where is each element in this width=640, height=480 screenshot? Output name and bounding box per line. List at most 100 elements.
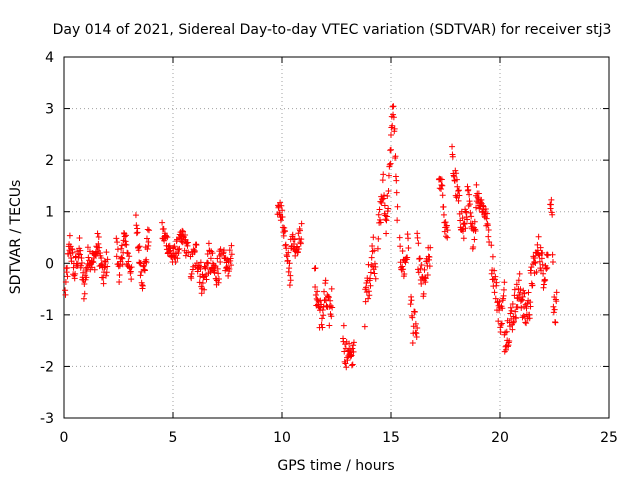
data-point — [136, 243, 143, 250]
data-point — [396, 234, 403, 241]
data-point — [291, 236, 298, 243]
data-point — [286, 282, 293, 289]
data-point — [528, 264, 535, 271]
data-point — [401, 271, 408, 278]
data-point — [103, 269, 110, 276]
x-tick-label: 10 — [273, 430, 291, 446]
data-point — [348, 352, 355, 359]
data-point — [400, 266, 407, 273]
data-point — [66, 232, 73, 239]
data-point — [389, 122, 396, 129]
data-point — [442, 219, 449, 226]
data-point — [384, 193, 391, 200]
data-point — [350, 339, 357, 346]
data-point — [552, 319, 559, 326]
data-point — [539, 249, 546, 256]
data-point — [201, 286, 208, 293]
data-point — [492, 273, 499, 280]
data-point — [380, 171, 387, 178]
data-point — [485, 233, 492, 240]
data-point — [374, 245, 381, 252]
data-point — [144, 245, 151, 252]
data-point — [375, 235, 382, 242]
data-point — [388, 146, 394, 153]
data-point — [294, 249, 301, 256]
data-point — [449, 143, 456, 150]
data-point — [399, 248, 406, 255]
data-point — [185, 249, 192, 256]
data-point — [365, 295, 372, 302]
grid-lines — [64, 57, 609, 418]
data-point — [500, 292, 507, 299]
data-point — [204, 259, 211, 266]
data-point — [409, 314, 416, 321]
data-point — [287, 277, 294, 284]
data-point — [468, 213, 475, 220]
data-point — [128, 264, 135, 271]
data-point — [102, 272, 109, 279]
y-tick-label: 3 — [45, 102, 54, 118]
data-point — [536, 258, 543, 265]
data-point — [78, 262, 85, 269]
data-point — [279, 213, 286, 220]
data-point — [498, 320, 505, 327]
data-point — [143, 259, 150, 266]
data-point — [371, 270, 378, 277]
data-point — [471, 236, 478, 243]
data-point — [393, 177, 400, 184]
data-point — [522, 319, 529, 326]
y-tick-label: 1 — [45, 205, 54, 221]
data-point — [509, 326, 516, 333]
data-point — [348, 362, 355, 369]
data-point — [141, 267, 148, 274]
data-point — [96, 244, 103, 251]
data-point — [513, 281, 520, 288]
data-point — [500, 286, 507, 293]
data-point — [409, 339, 416, 346]
data-point — [369, 242, 376, 249]
data-point — [64, 264, 71, 271]
data-point — [439, 192, 446, 199]
data-point — [550, 258, 557, 265]
data-point — [495, 318, 502, 325]
data-point — [485, 226, 492, 233]
data-point — [94, 230, 101, 237]
data-point — [370, 234, 377, 241]
data-point — [319, 307, 326, 314]
data-point — [202, 264, 209, 271]
data-point — [473, 181, 480, 188]
data-point — [343, 364, 350, 371]
data-point — [404, 254, 411, 261]
data-point — [228, 251, 235, 258]
x-tick-label: 0 — [60, 430, 69, 446]
data-point — [182, 252, 189, 259]
data-point — [496, 307, 503, 314]
data-point — [95, 240, 102, 247]
data-point — [98, 254, 105, 261]
data-point — [132, 212, 139, 219]
data-point — [540, 270, 547, 277]
data-point — [197, 259, 204, 266]
data-point — [365, 261, 372, 268]
data-point — [321, 288, 328, 295]
data-point — [328, 285, 335, 292]
data-point — [138, 268, 145, 275]
data-point — [453, 170, 460, 177]
data-point — [377, 219, 384, 226]
data-point — [514, 295, 521, 302]
data-point — [95, 233, 102, 240]
data-point — [278, 202, 285, 209]
data-point — [527, 303, 534, 310]
y-tick-label: 4 — [45, 50, 54, 66]
data-point — [424, 271, 431, 278]
data-point — [201, 273, 208, 280]
data-point — [175, 250, 182, 257]
data-point — [368, 254, 375, 261]
data-point — [537, 244, 544, 251]
data-point — [386, 161, 393, 168]
data-point — [379, 177, 386, 184]
data-point — [465, 186, 472, 193]
data-point — [180, 228, 187, 235]
data-point — [319, 324, 326, 331]
data-point — [521, 290, 528, 297]
